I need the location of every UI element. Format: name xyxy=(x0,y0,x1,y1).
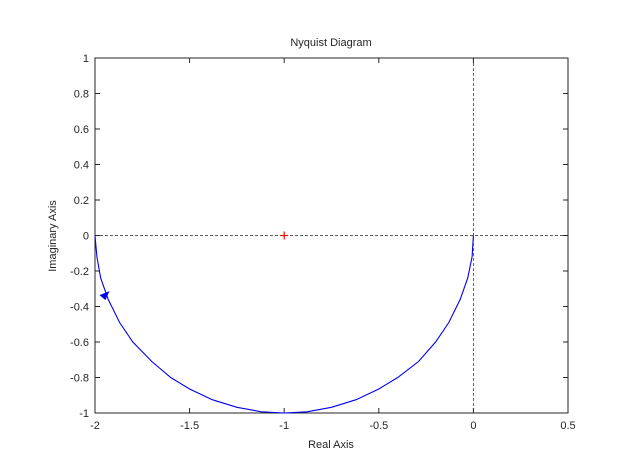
y-tick-label: 0.8 xyxy=(74,89,89,101)
y-tick-label: 0.4 xyxy=(74,160,89,172)
y-tick-label: -0.4 xyxy=(70,302,89,314)
y-tick-label: -1 xyxy=(79,408,89,420)
y-tick-label: -0.2 xyxy=(70,266,89,278)
x-tick-label: 0 xyxy=(470,420,476,432)
chart-title: Nyquist Diagram xyxy=(290,37,371,49)
x-tick-label: 0.5 xyxy=(560,420,575,432)
series-layer xyxy=(94,231,474,414)
y-tick-label: 0.2 xyxy=(74,195,89,207)
y-axis-label: Imaginary Axis xyxy=(47,200,59,272)
y-tick-label: -0.6 xyxy=(70,337,89,349)
x-axis-ticks: -2 -1.5 -1 -0.5 0 0.5 xyxy=(90,58,576,432)
plot-area xyxy=(94,57,569,414)
x-axis-label: Real Axis xyxy=(308,439,354,451)
y-tick-label: 1 xyxy=(83,53,89,65)
x-tick-label: -1 xyxy=(279,420,289,432)
critical-point-marker xyxy=(280,231,289,240)
y-tick-label: -0.8 xyxy=(70,373,89,385)
nyquist-curve xyxy=(94,235,474,414)
x-tick-label: -2 xyxy=(90,420,100,432)
x-tick-label: -0.5 xyxy=(369,420,388,432)
y-tick-label: 0.6 xyxy=(74,124,89,136)
x-tick-label: -1.5 xyxy=(180,420,199,432)
y-tick-label: 0 xyxy=(83,231,89,243)
direction-arrow-icon xyxy=(99,291,110,301)
y-axis-ticks: 1 0.8 0.6 0.4 0.2 0 -0.2 -0.4 -0.6 -0.8 -1 xyxy=(70,53,568,420)
